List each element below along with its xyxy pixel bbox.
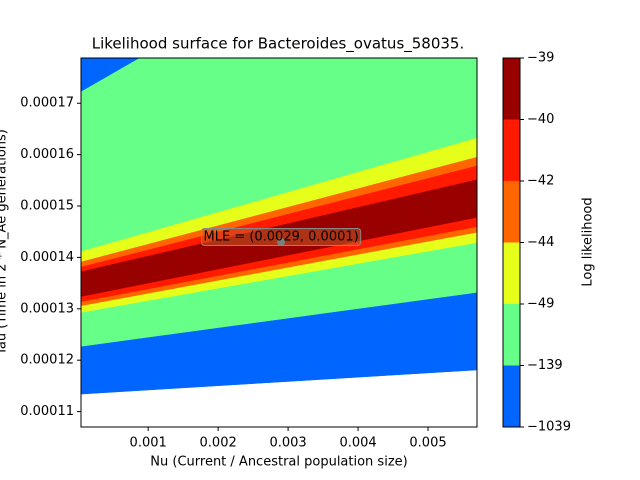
contour-region [81, 58, 477, 253]
contour-region [81, 156, 477, 268]
annotation-box [200, 227, 362, 246]
colorbar-band [503, 58, 520, 120]
contour-region [81, 242, 477, 348]
chart-title: Likelihood surface for Bacteroides_ovatu… [92, 35, 465, 54]
colorbar-tick-label: −42 [527, 174, 554, 189]
colorbar-tick-label: −139 [527, 358, 563, 373]
x-tick-label: 0.004 [339, 436, 376, 451]
colorbar-tick-label: −49 [527, 297, 554, 312]
x-tick-label: 0.005 [409, 436, 446, 451]
x-tick-label: 0.001 [130, 436, 167, 451]
plot-area [81, 58, 477, 395]
colorbar-tick-label: −39 [527, 51, 554, 66]
y-tick-label: 0.00016 [20, 147, 74, 162]
plot-frame [80, 57, 478, 428]
contour-region [81, 226, 477, 307]
colorbar-tick-label: −44 [527, 235, 554, 250]
colorbar-label: Log likelihood [581, 197, 596, 286]
contour-region [81, 232, 477, 314]
contour-region [81, 165, 477, 273]
colorbar-tick-label: −40 [527, 112, 554, 127]
mle-annotation: MLE = (0.0029, 0.0001) [203, 229, 358, 244]
colorbar-band [503, 242, 520, 304]
contour-region [81, 137, 477, 263]
y-tick-label: 0.00013 [20, 301, 74, 316]
y-tick-label: 0.00014 [20, 250, 74, 265]
x-axis-label: Nu (Current / Ancestral population size) [150, 455, 407, 470]
y-tick-label: 0.00017 [20, 96, 74, 111]
colorbar-band [503, 119, 520, 181]
y-axis-label: Tau (Time in 2 * N_Ae generations) [0, 129, 10, 356]
y-tick-label: 0.00012 [20, 353, 74, 368]
x-tick-label: 0.002 [200, 436, 237, 451]
colorbar-band [503, 365, 520, 427]
colorbar-tick-label: −1039 [527, 420, 571, 435]
contour-region [81, 292, 477, 395]
colorbar-band [503, 304, 520, 366]
colorbar-band [503, 181, 520, 243]
y-tick-label: 0.00011 [20, 404, 74, 419]
x-tick-label: 0.003 [269, 436, 306, 451]
y-tick-label: 0.00015 [20, 199, 74, 214]
